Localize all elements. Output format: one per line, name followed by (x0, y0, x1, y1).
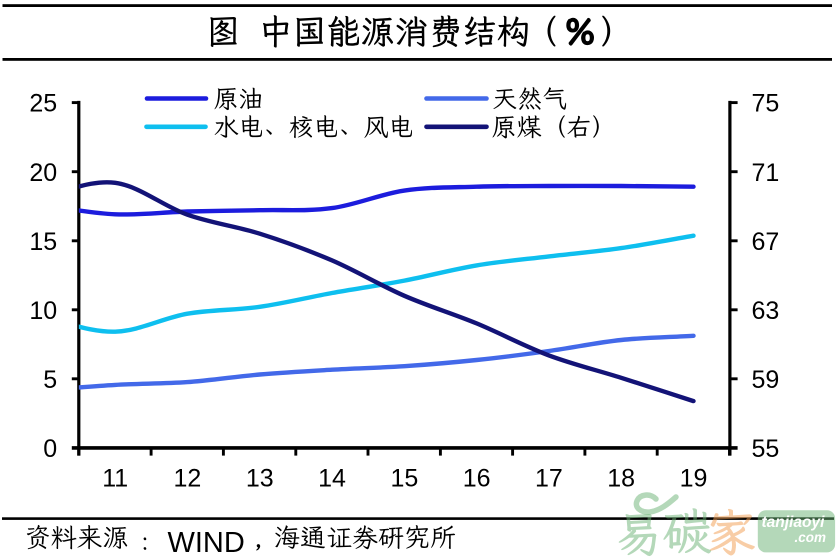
svg-text:18: 18 (607, 464, 635, 492)
svg-text:59: 59 (752, 366, 780, 394)
svg-text:75: 75 (752, 90, 780, 118)
svg-text:15: 15 (29, 228, 57, 256)
svg-text:14: 14 (318, 464, 346, 492)
svg-text:12: 12 (173, 464, 201, 492)
svg-text:10: 10 (29, 297, 57, 325)
svg-text:63: 63 (752, 297, 780, 325)
svg-text:25: 25 (29, 90, 57, 118)
svg-text:67: 67 (752, 228, 780, 256)
svg-text:0: 0 (43, 435, 57, 463)
svg-text:5: 5 (43, 366, 57, 394)
svg-text:15: 15 (390, 464, 418, 492)
svg-text:tanjiaoyi: tanjiaoyi (762, 514, 826, 531)
svg-text:20: 20 (29, 159, 57, 187)
svg-text:71: 71 (752, 159, 780, 187)
svg-text:19: 19 (680, 464, 708, 492)
svg-text:11: 11 (102, 464, 128, 492)
svg-text:13: 13 (246, 464, 274, 492)
svg-text:WIND: WIND (168, 527, 245, 559)
svg-text:16: 16 (463, 464, 491, 492)
svg-text:55: 55 (752, 435, 780, 463)
svg-text:17: 17 (535, 464, 563, 492)
svg-text:.com: .com (794, 530, 826, 545)
